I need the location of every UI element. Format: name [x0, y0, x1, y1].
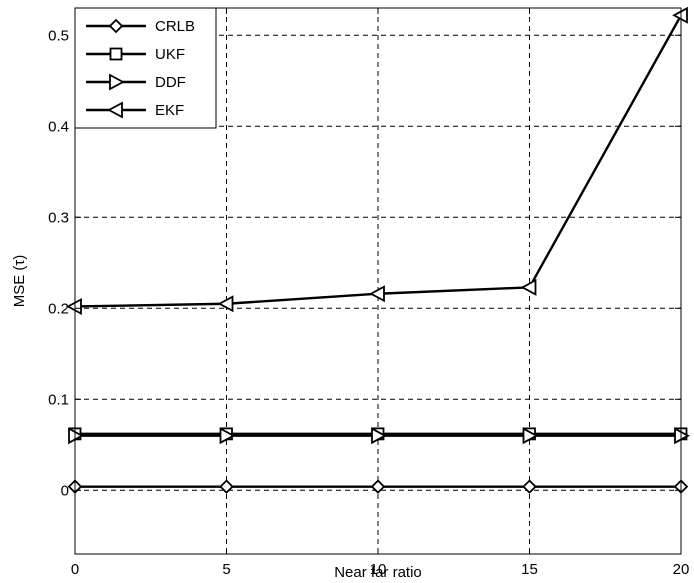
legend-marker-ddf — [109, 73, 125, 91]
data-point-ekf — [369, 285, 385, 303]
legend-item-ekf: EKF — [86, 101, 184, 119]
data-point-crlb — [522, 479, 537, 494]
y-axis-label: MSE (τ) — [11, 255, 28, 308]
y-tick-label: 0.4 — [48, 118, 69, 135]
legend-box — [74, 7, 217, 129]
data-point-ekf — [217, 295, 234, 313]
x-tick-label: 15 — [521, 561, 538, 578]
data-point-ddf — [522, 427, 539, 445]
y-tick-label: 0.1 — [48, 391, 69, 408]
legend-label-ekf: EKF — [155, 102, 184, 119]
legend: CRLB UKF DDF EKF — [74, 7, 217, 129]
legend-item-ddf: DDF — [86, 73, 186, 91]
data-point-ddf — [371, 427, 387, 445]
x-tick-label: 10 — [370, 561, 387, 578]
y-tick-label: 0.2 — [48, 300, 69, 317]
legend-marker-ekf — [107, 101, 123, 119]
legend-label-ddf: DDF — [155, 74, 186, 91]
data-point-ekf — [520, 278, 537, 296]
legend-label-ukf: UKF — [155, 46, 185, 63]
y-axis-ticks: 0 0.1 0.2 0.3 0.4 0.5 — [48, 27, 681, 499]
legend-marker-crlb — [108, 18, 124, 34]
y-tick-label: 0.5 — [48, 27, 69, 44]
legend-label-crlb: CRLB — [155, 18, 195, 35]
data-point-crlb — [219, 479, 234, 494]
x-axis-ticks: 0 5 10 15 20 — [71, 8, 690, 578]
y-tick-label: 0.3 — [48, 209, 69, 226]
legend-item-ukf: UKF — [86, 46, 185, 63]
x-tick-label: 0 — [71, 561, 79, 578]
legend-marker-ukf — [109, 47, 123, 61]
data-point-ddf — [219, 427, 236, 445]
x-tick-label: 20 — [673, 561, 690, 578]
x-tick-label: 5 — [222, 561, 230, 578]
y-tick-label: 0 — [61, 482, 69, 499]
data-point-crlb — [370, 479, 386, 494]
series-layer — [66, 6, 690, 494]
legend-item-crlb: CRLB — [86, 18, 195, 35]
x-axis-label: Near far ratio — [334, 564, 422, 581]
